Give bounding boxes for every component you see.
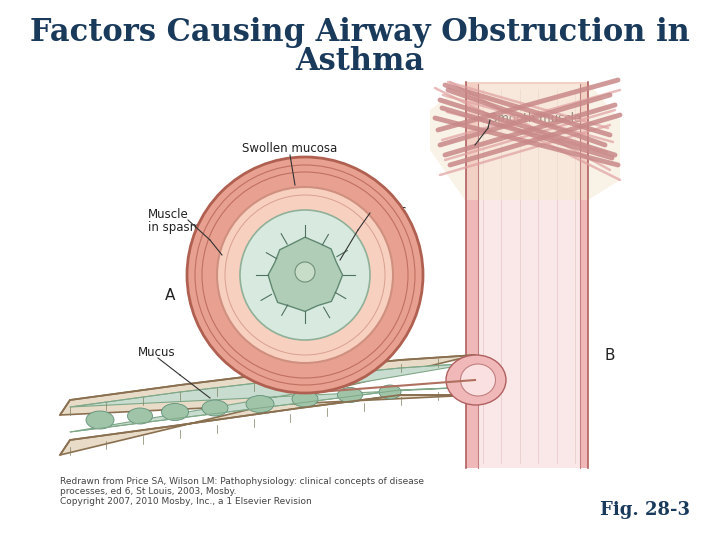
Polygon shape <box>466 82 588 468</box>
Text: in spasm: in spasm <box>148 221 201 234</box>
Circle shape <box>240 210 370 340</box>
Text: Mucus: Mucus <box>370 204 408 217</box>
Text: Mucus: Mucus <box>138 346 176 359</box>
Text: Asthma: Asthma <box>295 46 425 78</box>
Text: Redrawn from Price SA, Wilson LM: Pathophysiology: clinical concepts of disease: Redrawn from Price SA, Wilson LM: Pathop… <box>60 477 424 487</box>
Ellipse shape <box>446 355 506 405</box>
Polygon shape <box>478 84 580 468</box>
Ellipse shape <box>379 385 401 399</box>
Text: Smooth muscle: Smooth muscle <box>490 111 581 125</box>
Ellipse shape <box>246 395 274 413</box>
Polygon shape <box>430 82 620 200</box>
Ellipse shape <box>461 364 495 396</box>
Polygon shape <box>70 363 475 432</box>
Text: Fig. 28-3: Fig. 28-3 <box>600 501 690 519</box>
Ellipse shape <box>202 400 228 416</box>
Text: Factors Causing Airway Obstruction in: Factors Causing Airway Obstruction in <box>30 17 690 48</box>
Ellipse shape <box>292 391 318 407</box>
Ellipse shape <box>127 408 153 424</box>
Circle shape <box>295 262 315 282</box>
Text: Copyright 2007, 2010 Mosby, Inc., a 1 Elsevier Revision: Copyright 2007, 2010 Mosby, Inc., a 1 El… <box>60 497 312 507</box>
Text: Muscle: Muscle <box>148 208 189 221</box>
Polygon shape <box>60 355 475 455</box>
Ellipse shape <box>161 403 189 421</box>
Polygon shape <box>268 237 343 312</box>
Circle shape <box>187 157 423 393</box>
Text: B: B <box>605 348 616 362</box>
Text: Swollen mucosa: Swollen mucosa <box>243 141 338 154</box>
Circle shape <box>217 187 393 363</box>
Text: A: A <box>165 287 175 302</box>
Ellipse shape <box>338 388 362 402</box>
Text: processes, ed 6, St Louis, 2003, Mosby.: processes, ed 6, St Louis, 2003, Mosby. <box>60 488 236 496</box>
Ellipse shape <box>86 411 114 429</box>
